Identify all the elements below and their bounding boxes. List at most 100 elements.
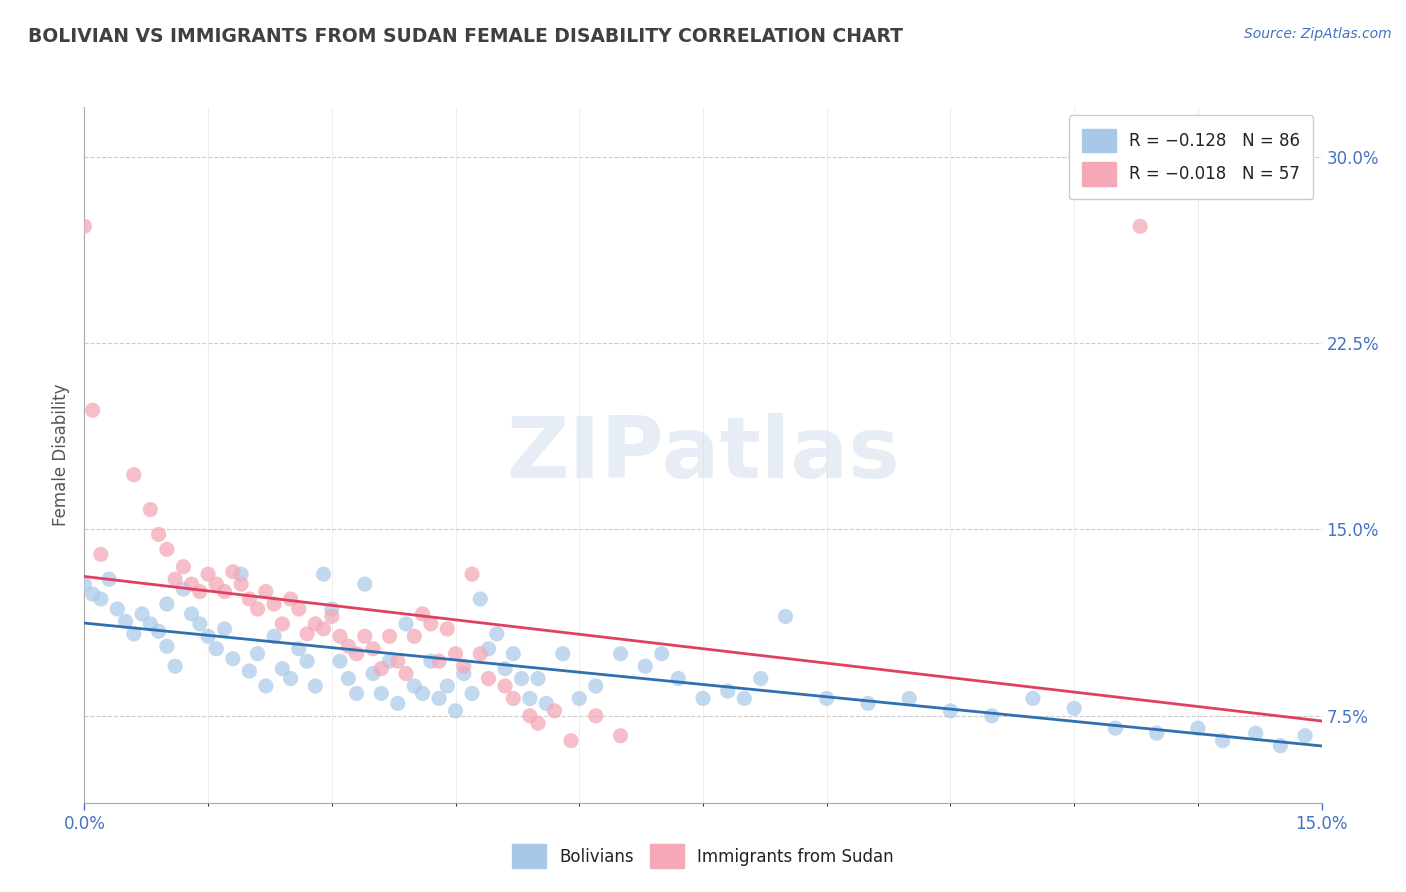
Point	[494, 679, 516, 693]
Point	[666, 672, 689, 686]
Point	[280, 592, 302, 607]
Point	[312, 567, 335, 582]
Point	[148, 624, 170, 639]
Point	[321, 609, 343, 624]
Point	[470, 647, 492, 661]
Point	[329, 654, 352, 668]
Point	[815, 691, 838, 706]
Point	[387, 697, 409, 711]
Point	[353, 577, 375, 591]
Point	[536, 697, 558, 711]
Point	[527, 716, 550, 731]
Point	[205, 641, 228, 656]
Point	[453, 659, 475, 673]
Point	[229, 577, 252, 591]
Point	[156, 639, 179, 653]
Point	[1187, 721, 1209, 735]
Point	[172, 582, 194, 596]
Point	[222, 565, 245, 579]
Point	[370, 662, 392, 676]
Point	[295, 627, 318, 641]
Point	[165, 659, 187, 673]
Point	[519, 691, 541, 706]
Point	[188, 584, 211, 599]
Point	[238, 664, 260, 678]
Legend: Bolivians, Immigrants from Sudan: Bolivians, Immigrants from Sudan	[506, 838, 900, 875]
Point	[733, 691, 755, 706]
Point	[412, 607, 434, 621]
Point	[404, 679, 426, 693]
Point	[148, 527, 170, 541]
Point	[122, 627, 145, 641]
Point	[510, 672, 533, 686]
Point	[436, 679, 458, 693]
Point	[387, 654, 409, 668]
Point	[222, 651, 245, 665]
Text: BOLIVIAN VS IMMIGRANTS FROM SUDAN FEMALE DISABILITY CORRELATION CHART: BOLIVIAN VS IMMIGRANTS FROM SUDAN FEMALE…	[28, 27, 903, 45]
Point	[288, 602, 311, 616]
Point	[304, 679, 326, 693]
Point	[105, 602, 128, 616]
Point	[502, 691, 524, 706]
Point	[90, 592, 112, 607]
Point	[205, 577, 228, 591]
Point	[122, 467, 145, 482]
Point	[82, 403, 104, 417]
Point	[749, 672, 772, 686]
Point	[1129, 219, 1152, 234]
Legend: R = −0.128   N = 86, R = −0.018   N = 57: R = −0.128 N = 86, R = −0.018 N = 57	[1069, 115, 1313, 199]
Point	[378, 654, 401, 668]
Point	[180, 607, 202, 621]
Point	[180, 577, 202, 591]
Point	[1104, 721, 1126, 735]
Point	[485, 627, 508, 641]
Point	[427, 691, 450, 706]
Point	[1270, 739, 1292, 753]
Point	[271, 616, 294, 631]
Point	[1063, 701, 1085, 715]
Point	[73, 577, 96, 591]
Point	[427, 654, 450, 668]
Point	[172, 559, 194, 574]
Point	[527, 672, 550, 686]
Point	[246, 647, 269, 661]
Point	[361, 666, 384, 681]
Point	[1022, 691, 1045, 706]
Point	[568, 691, 591, 706]
Point	[131, 607, 153, 621]
Point	[651, 647, 673, 661]
Point	[609, 729, 631, 743]
Point	[444, 704, 467, 718]
Point	[90, 547, 112, 561]
Point	[551, 647, 574, 661]
Point	[1146, 726, 1168, 740]
Point	[156, 542, 179, 557]
Point	[246, 602, 269, 616]
Point	[980, 708, 1002, 723]
Point	[254, 584, 277, 599]
Point	[139, 502, 162, 516]
Point	[444, 647, 467, 661]
Point	[288, 641, 311, 656]
Point	[412, 686, 434, 700]
Point	[346, 686, 368, 700]
Point	[337, 672, 360, 686]
Point	[73, 219, 96, 234]
Point	[1212, 733, 1234, 747]
Point	[370, 686, 392, 700]
Point	[214, 622, 236, 636]
Point	[254, 679, 277, 693]
Point	[502, 647, 524, 661]
Point	[321, 602, 343, 616]
Point	[1244, 726, 1267, 740]
Point	[263, 629, 285, 643]
Point	[114, 615, 136, 629]
Point	[353, 629, 375, 643]
Point	[263, 597, 285, 611]
Point	[229, 567, 252, 582]
Point	[1294, 729, 1316, 743]
Point	[295, 654, 318, 668]
Point	[98, 572, 121, 586]
Point	[139, 616, 162, 631]
Point	[470, 592, 492, 607]
